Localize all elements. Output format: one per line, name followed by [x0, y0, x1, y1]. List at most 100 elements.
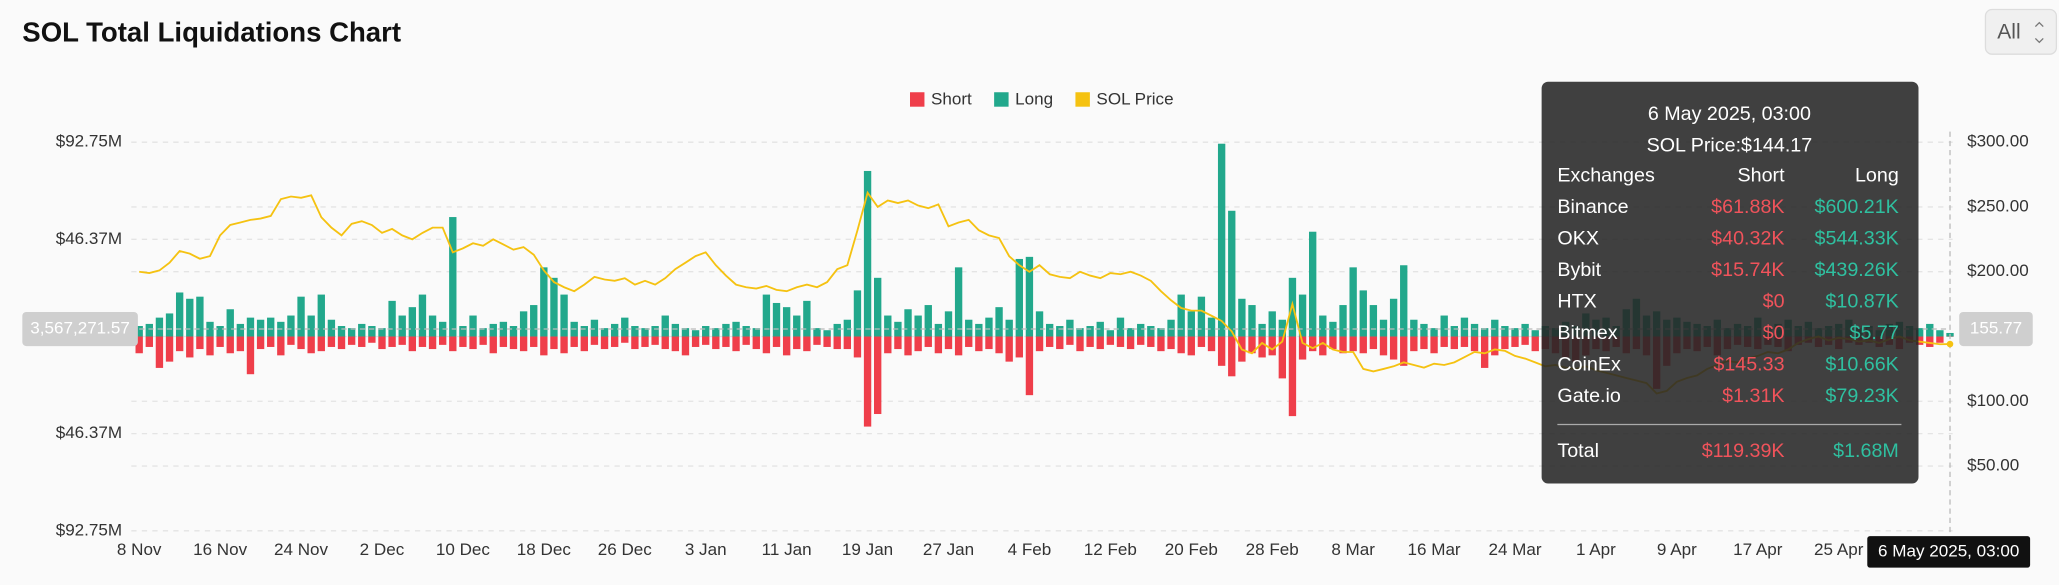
bar [1126, 328, 1135, 337]
bar [954, 267, 963, 337]
bar [256, 336, 265, 350]
bar [226, 309, 234, 337]
bar [1460, 317, 1469, 337]
tooltip-header: Exchanges [1557, 164, 1655, 186]
bar [1349, 267, 1357, 337]
x-tick-label: 3 Jan [685, 540, 727, 559]
bar [853, 336, 862, 358]
tooltip-header: Long [1855, 164, 1899, 186]
bar [165, 313, 174, 337]
bar [1228, 210, 1236, 337]
bar [1126, 336, 1135, 350]
bar [1056, 326, 1064, 337]
bar [216, 326, 224, 337]
bar [287, 336, 295, 345]
bar [398, 336, 406, 345]
bar [1400, 265, 1408, 337]
bar [1298, 294, 1307, 337]
bar [1197, 296, 1206, 337]
bar [1511, 336, 1519, 347]
bar [428, 336, 437, 350]
bar [782, 336, 791, 356]
bar [337, 336, 346, 350]
bar [641, 328, 649, 337]
bar [1258, 323, 1266, 337]
bar [145, 323, 153, 337]
bar [691, 330, 700, 337]
crosshair-x-label: 6 May 2025, 03:00 [1878, 541, 2019, 560]
bar [1005, 336, 1013, 362]
y2-tick-label: $200.00 [1967, 261, 2029, 280]
x-tick-label: 16 Nov [193, 540, 248, 559]
bar [459, 336, 467, 347]
bar [975, 323, 983, 337]
tooltip-cell: $0 [1763, 322, 1785, 344]
bar [1106, 336, 1115, 345]
bar [884, 315, 892, 337]
bar [236, 336, 245, 352]
tooltip-cell: $0 [1763, 291, 1785, 313]
tooltip-cell: Bitmex [1557, 322, 1617, 344]
bar [1147, 336, 1155, 347]
bar [1066, 336, 1074, 345]
bar [1035, 336, 1044, 352]
bar [651, 336, 659, 345]
bar [813, 336, 821, 345]
bar [1177, 336, 1185, 354]
bar [428, 315, 437, 337]
bar [408, 336, 417, 352]
tooltip-cell: CoinEx [1557, 354, 1621, 376]
bar [914, 336, 922, 352]
bar [681, 328, 690, 337]
bar [621, 336, 629, 343]
bar [894, 336, 902, 350]
bar [1379, 336, 1388, 356]
bar [1106, 330, 1115, 337]
crosshair-y-label: 3,567,271.57 [30, 319, 130, 338]
bar [267, 336, 275, 347]
bar [793, 336, 801, 350]
bar [145, 336, 153, 347]
bar [823, 336, 831, 347]
y-tick-label: $92.75M [56, 520, 122, 539]
tooltip-cell: $439.26K [1815, 259, 1899, 281]
bar [874, 336, 882, 415]
bar [489, 323, 497, 337]
x-tick-label: 4 Feb [1008, 540, 1052, 559]
bar [1076, 328, 1084, 337]
bar [661, 336, 669, 350]
range-selector[interactable] [1984, 8, 2058, 55]
tooltip-header: Short [1737, 164, 1785, 186]
bar [1086, 336, 1094, 347]
x-tick-label: 20 Feb [1165, 540, 1218, 559]
tooltip-cell: $10.87K [1825, 291, 1898, 313]
x-tick-label: 24 Nov [274, 540, 329, 559]
bar [570, 336, 578, 347]
bar [1137, 336, 1145, 345]
bar [196, 336, 204, 350]
bar [1238, 298, 1246, 337]
bar [752, 336, 760, 350]
bar [479, 328, 487, 337]
bar [287, 315, 295, 337]
bar [853, 290, 862, 337]
bar [580, 336, 588, 352]
bar [1298, 336, 1307, 360]
bar [256, 319, 265, 337]
bar [1521, 336, 1529, 345]
bar [216, 336, 224, 347]
bar [995, 307, 1003, 337]
range-selector-label[interactable]: All [1997, 21, 2020, 44]
bar [1278, 319, 1287, 337]
chart-title: SOL Total Liquidations Chart [22, 17, 401, 48]
bar [610, 336, 619, 347]
bar [297, 296, 305, 337]
selector-chevron [2034, 21, 2044, 44]
bar [975, 336, 983, 352]
bar [459, 326, 467, 337]
bar [651, 326, 659, 337]
bar [722, 336, 730, 347]
bar [1207, 336, 1216, 352]
bar [1329, 336, 1337, 350]
legend-swatch [1075, 92, 1090, 107]
